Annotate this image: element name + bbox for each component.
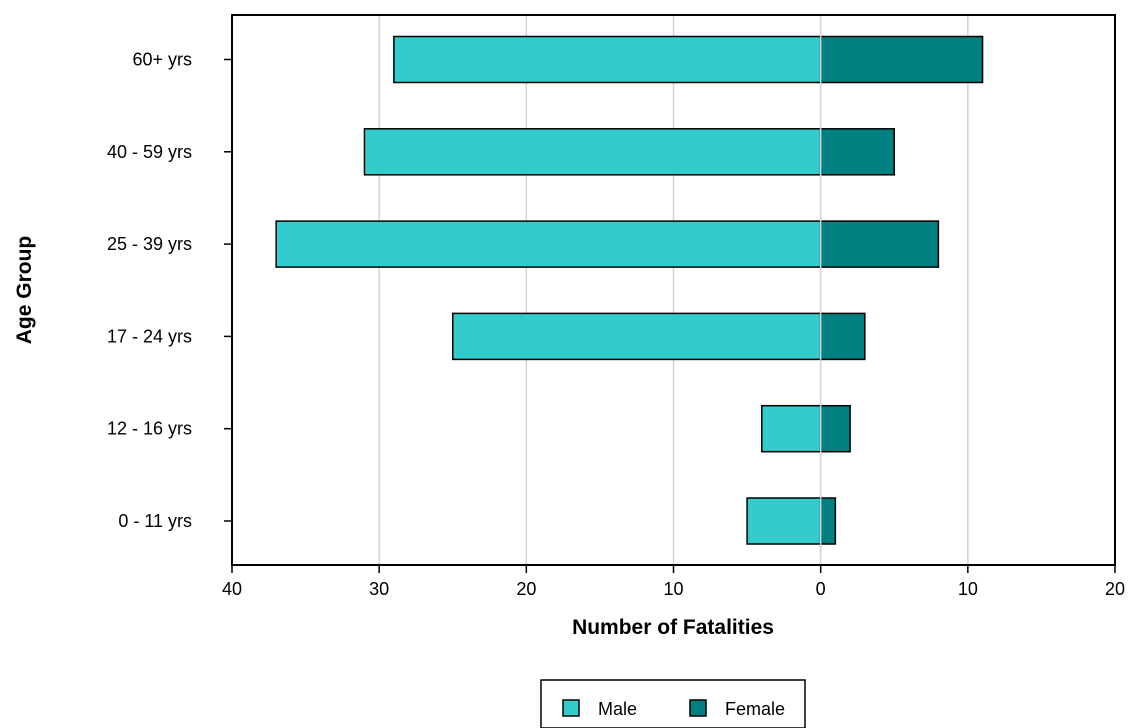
y-tick-label-5: 60+ yrs [132, 50, 192, 70]
bar-male-0 [746, 497, 822, 545]
grid-layer [378, 15, 969, 565]
y-tick-label-3: 25 - 39 yrs [107, 234, 192, 254]
bar-female-1 [819, 404, 851, 453]
bar-female-4 [819, 128, 896, 176]
legend-label-female: Female [725, 699, 785, 719]
y-tick-label-2: 17 - 24 yrs [107, 326, 192, 346]
axis-layer: 40 30 20 10 0 10 20 0 - 11 yrs 12 - 16 yrs 17 - 2… [107, 14, 1125, 599]
bar-male-4 [363, 128, 822, 176]
x-tick-label-0: 40 [222, 579, 242, 599]
legend-swatch-male [562, 699, 580, 717]
bar-male-2 [452, 312, 822, 361]
legend-label-male: Male [598, 699, 637, 719]
x-tick-label-5: 10 [958, 579, 978, 599]
x-tick-label-4: 0 [816, 579, 826, 599]
bar-female-2 [819, 312, 866, 361]
y-axis-title: Age Group [13, 236, 36, 345]
y-tick-label-0: 0 - 11 yrs [118, 511, 192, 531]
bar-male-1 [761, 404, 822, 453]
bar-male-3 [275, 220, 822, 268]
legend-box [540, 679, 806, 728]
legend: Male Female [540, 679, 806, 728]
x-tick-label-1: 30 [369, 579, 389, 599]
bar-female-0 [819, 497, 837, 545]
x-tick-label-2: 20 [516, 579, 536, 599]
bar-layer [275, 15, 984, 565]
bar-female-5 [819, 35, 984, 84]
x-axis-title: Number of Fatalities [572, 616, 774, 639]
y-tick-label-1: 12 - 16 yrs [107, 419, 192, 439]
bar-male-5 [393, 35, 822, 84]
x-tick-label-3: 10 [663, 579, 683, 599]
legend-swatch-female [689, 699, 707, 717]
bar-female-3 [819, 220, 940, 268]
x-tick-label-6: 20 [1105, 579, 1125, 599]
y-tick-label-4: 40 - 59 yrs [107, 142, 192, 162]
